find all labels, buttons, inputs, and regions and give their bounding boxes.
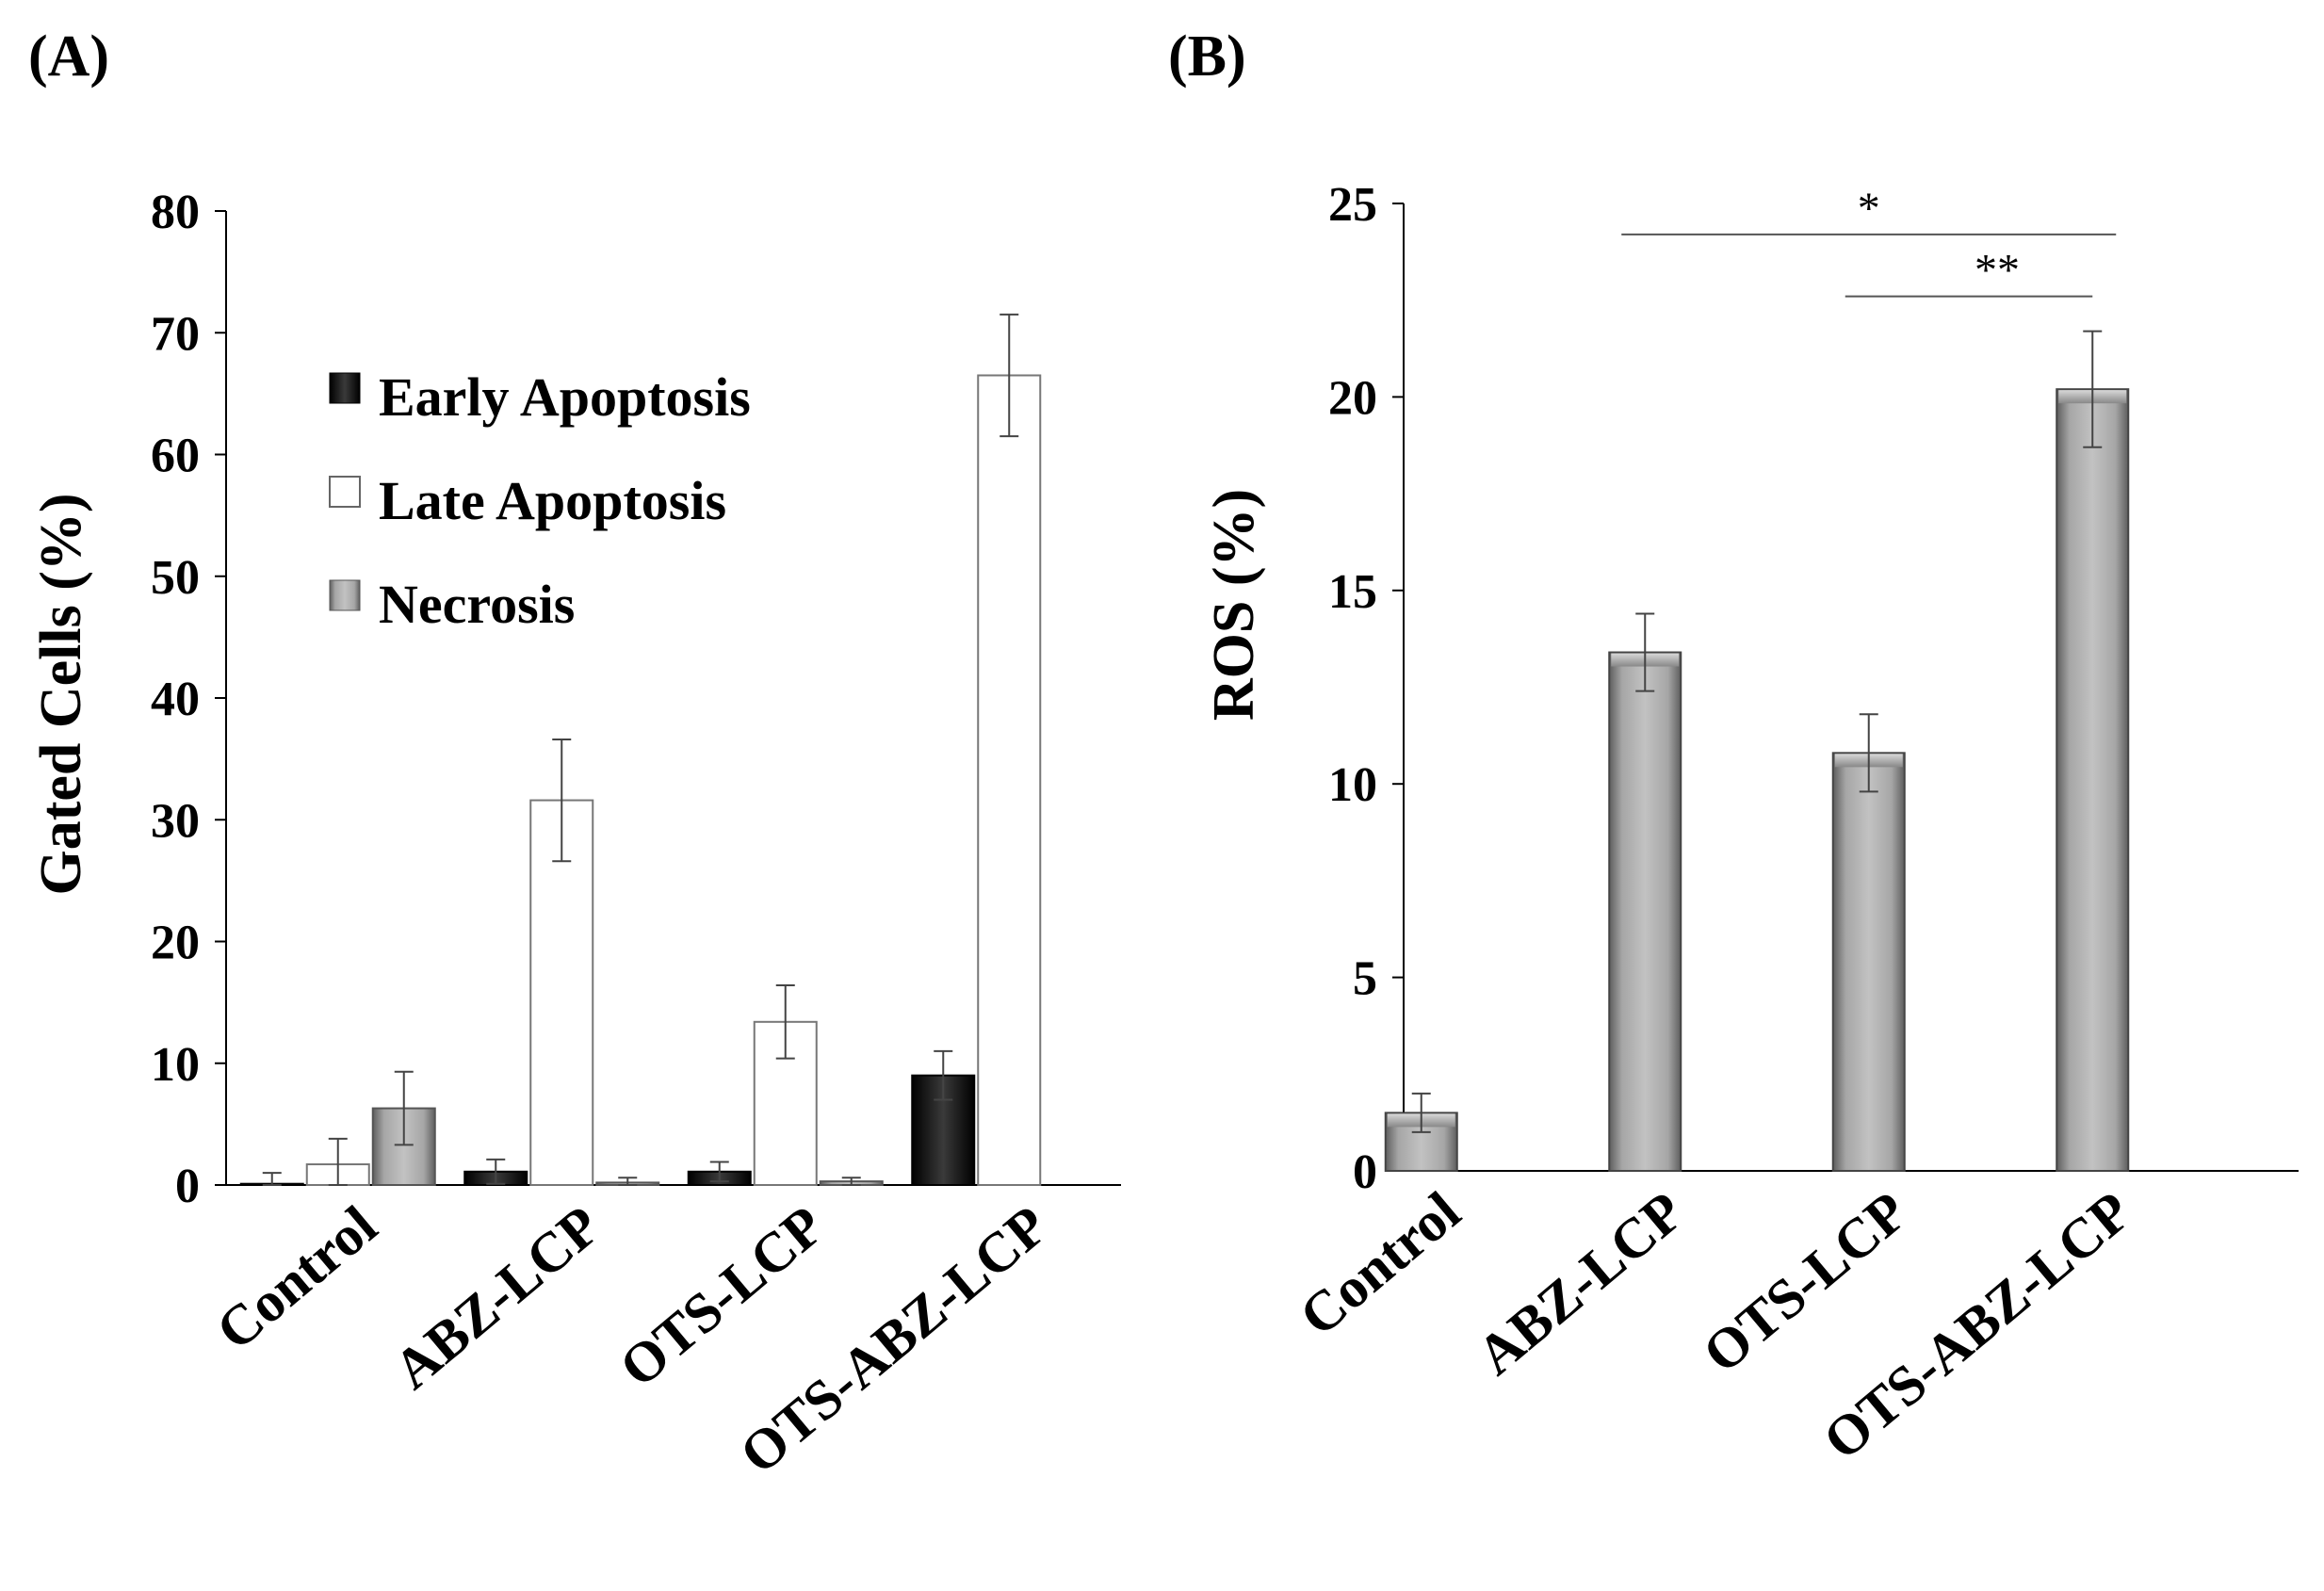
panel-b-y-tick-label-25: 25 [1328, 178, 1377, 232]
panel-a-y-tick-label-30: 30 [151, 794, 200, 848]
panel-a-y-tick-label-0: 0 [175, 1160, 200, 1213]
panel-b-significance-label-2: ** [1975, 246, 2020, 296]
panel-a-y-tick-label-40: 40 [151, 673, 200, 726]
panel-a-axes: 0 10 20 30 40 50 60 70 80 [151, 186, 1121, 1213]
panel-a-y-tick-label-50: 50 [151, 551, 200, 605]
panel-b-bar-abz-lcp [1608, 651, 1682, 1172]
panel-a-category-label-control: Control [204, 1193, 388, 1361]
panel-a-y-axis-title: Gated Cells (%) [29, 493, 93, 895]
panel-a-y-tick-label-70: 70 [151, 307, 200, 361]
panel-a-y-tick-label-60: 60 [151, 430, 200, 483]
panel-b-y-axis-title: ROS (%) [1202, 489, 1266, 721]
legend-swatch-late-apoptosis [329, 476, 361, 508]
panel-b-bar-ots-lcp [1831, 752, 1906, 1172]
legend-swatch-early-apoptosis [329, 372, 361, 404]
legend-swatch-necrosis [329, 579, 361, 611]
panel-b-category-label-control: Control [1288, 1179, 1471, 1347]
panel-a-category-label-ots-lcp: OTS-LCP [608, 1193, 836, 1399]
panel-b-significance-label-1: * [1858, 184, 1880, 234]
panel-a-y-tick-label-80: 80 [151, 186, 200, 239]
panel-a-bars [239, 313, 1042, 1187]
panel-b-category-label-abz-lcp: ABZ-LCP [1465, 1179, 1695, 1387]
panel-b-axes: 0 5 10 15 20 25 [1328, 178, 2299, 1199]
panel-a-label: (A) [28, 24, 109, 89]
panel-b-y-tick-label-5: 5 [1353, 952, 1377, 1006]
panel-a-bar-ots-abz-lcp-late-apoptosis [977, 374, 1042, 1186]
legend-label-late-apoptosis: Late Apoptosis [379, 470, 726, 531]
panel-b-y-tick-label-10: 10 [1328, 758, 1377, 812]
panel-b-bar-ots-abz-lcp [2056, 388, 2130, 1172]
panel-a: (A) 0 10 20 30 40 50 60 70 80 Gated Cells (%) Co… [28, 24, 1121, 1485]
legend-label-early-apoptosis: Early Apoptosis [379, 366, 751, 428]
legend-label-necrosis: Necrosis [379, 574, 575, 635]
panel-b-category-label-ots-lcp: OTS-LCP [1691, 1179, 1919, 1385]
panel-b-y-tick-label-20: 20 [1328, 371, 1377, 425]
panel-a-legend: Early Apoptosis Late Apoptosis Necrosis [329, 366, 751, 635]
panel-b-significance: *** [1621, 184, 2117, 298]
panel-b-y-tick-label-0: 0 [1353, 1145, 1377, 1199]
panel-b-y-tick-label-15: 15 [1328, 565, 1377, 619]
panel-b-bars [1384, 330, 2130, 1173]
panel-a-y-tick-label-10: 10 [151, 1038, 200, 1092]
panel-b-label: (B) [1168, 24, 1246, 89]
panel-a-category-label-abz-lcp: ABZ-LCP [382, 1193, 611, 1401]
panel-a-y-tick-label-20: 20 [151, 917, 200, 970]
